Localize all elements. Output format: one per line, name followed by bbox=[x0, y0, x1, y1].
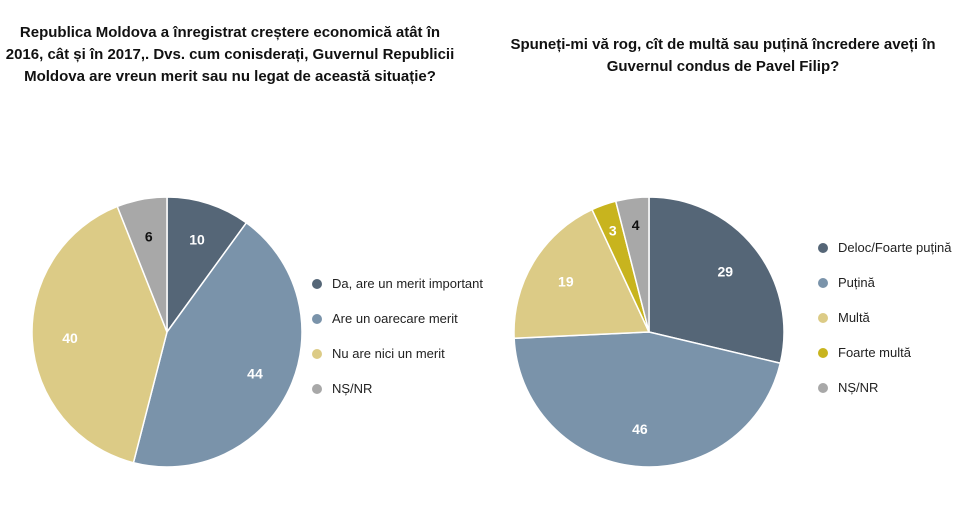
legend-item: Foarte multă bbox=[818, 345, 911, 360]
legend-item: Are un oarecare merit bbox=[312, 311, 458, 326]
legend-swatch bbox=[818, 347, 828, 358]
legend-swatch bbox=[818, 382, 828, 393]
pie2-slice-1 bbox=[648, 196, 785, 365]
legend-swatch bbox=[818, 312, 828, 323]
legend-item: Deloc/Foarte puțină bbox=[818, 240, 951, 255]
legend-swatch bbox=[818, 277, 828, 288]
legend-label: Puțină bbox=[838, 275, 875, 290]
legend-label: Nu are nici un merit bbox=[332, 346, 445, 361]
pie1-slice-4 bbox=[116, 196, 168, 333]
legend-label: Are un oarecare merit bbox=[332, 311, 458, 326]
pie1-slice-3 bbox=[31, 205, 168, 464]
pie2-slice-2 bbox=[513, 331, 782, 468]
legend-label: Da, are un merit important bbox=[332, 276, 484, 291]
pie2-value-label-5: 4 bbox=[632, 217, 640, 233]
pie2-slice-5 bbox=[614, 196, 650, 333]
pie1-value-label-2: 44 bbox=[247, 365, 263, 381]
chart-title-left: Republica Moldova a înregistrat creștere… bbox=[5, 24, 455, 85]
legend-label: NȘ/NR bbox=[332, 381, 373, 396]
legend-label: NȘ/NR bbox=[838, 380, 879, 395]
pie1-slice-2 bbox=[132, 221, 303, 468]
pie1-value-label-4: 6 bbox=[145, 229, 153, 245]
pie1-value-label-3: 40 bbox=[62, 330, 78, 346]
legend-item: Puțină bbox=[818, 275, 875, 290]
pie2-value-label-1: 29 bbox=[717, 264, 733, 280]
pie2-value-label-3: 19 bbox=[558, 274, 574, 290]
legend-item: Da, are un merit important bbox=[312, 276, 483, 291]
legend-swatch bbox=[312, 313, 322, 324]
chart-title-right: Spuneți-mi vă rog, cît de multă sau puți… bbox=[510, 36, 936, 75]
legend-item: NȘ/NR bbox=[818, 380, 878, 395]
legend-item: Nu are nici un merit bbox=[312, 346, 445, 361]
legend-item: Multă bbox=[818, 310, 870, 325]
pie2-value-label-4: 3 bbox=[609, 222, 617, 238]
legend-swatch bbox=[818, 242, 828, 253]
legend-label: Deloc/Foarte puțină bbox=[838, 240, 952, 255]
legend-swatch bbox=[312, 383, 322, 394]
pie1-slice-1 bbox=[166, 196, 248, 335]
legend-label: Multă bbox=[838, 310, 870, 325]
legend-swatch bbox=[312, 348, 322, 359]
pie2-slice-3 bbox=[513, 208, 651, 340]
legend-label: Foarte multă bbox=[838, 345, 911, 360]
pie1-value-label-1: 10 bbox=[189, 232, 205, 248]
pie2-value-label-2: 46 bbox=[632, 421, 648, 437]
legend-item: NȘ/NR bbox=[312, 381, 372, 396]
legend-swatch bbox=[312, 278, 322, 289]
